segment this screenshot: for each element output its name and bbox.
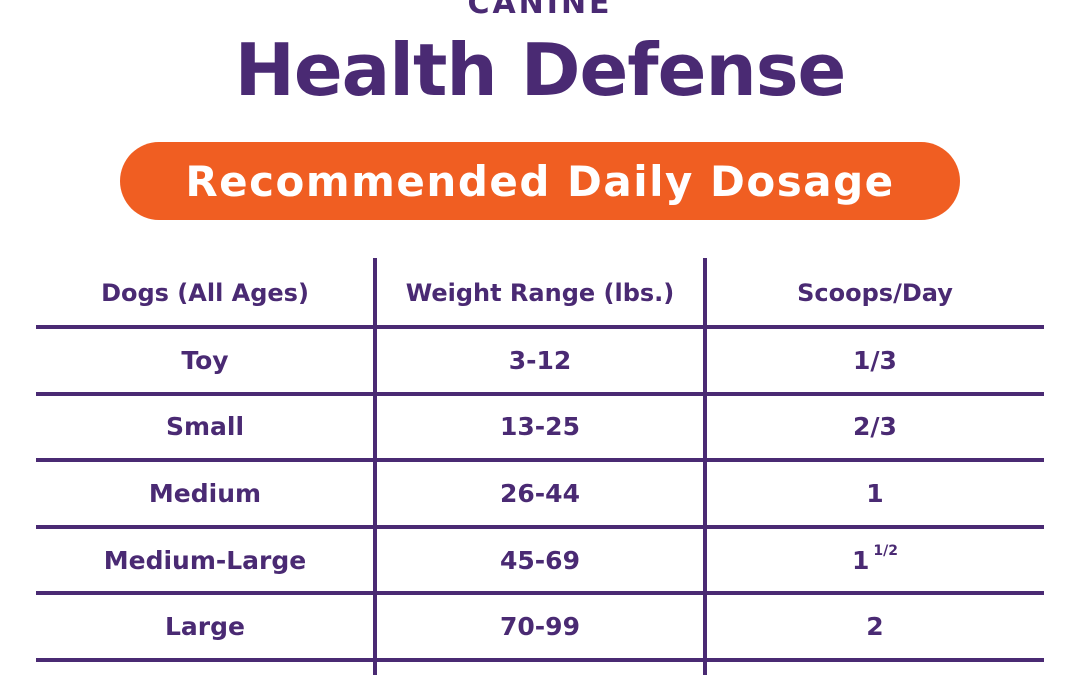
weight-range-cell: 70-99 [500,612,580,642]
table-row: Small 13-25 2/3 [36,396,1044,463]
column-header-dogs: Dogs (All Ages) [101,278,309,307]
weight-range-cell: 26-44 [500,478,580,508]
scoops-value: 1/3 [853,345,897,375]
weight-range-cell: 13-25 [500,412,580,442]
page-title: Health Defense [234,28,847,112]
scoops-cell: 1/3 [706,346,1044,375]
column-header-weight: Weight Range (lbs.) [405,278,675,307]
dog-size-cell: Medium-Large [103,545,307,575]
brand-eyebrow: CANINE [467,0,613,21]
scoops-cell: 1 [706,479,1044,508]
dog-size-cell: Medium [148,478,262,508]
dog-size-cell: Small [165,412,245,442]
column-divider-2 [703,258,707,675]
table-row: Toy 3-12 1/3 [36,329,1044,396]
dosage-banner-label: Recommended Daily Dosage [185,156,895,206]
table-row: Large 70-99 2 [36,595,1044,662]
scoops-cell: 2/3 [706,412,1044,441]
scoops-cell: 1 1/2 [706,543,1044,575]
weight-range-cell: 3-12 [508,345,572,375]
weight-range-cell: 45-69 [500,545,580,575]
scoops-value: 2/3 [853,412,897,442]
table-header-row: Dogs (All Ages) Weight Range (lbs.) Scoo… [36,258,1044,329]
column-divider-1 [373,258,377,675]
scoops-value: 1 [866,478,884,508]
dog-size-cell: Large [165,612,245,642]
scoops-fraction: 1/2 [873,543,898,560]
dosage-banner: Recommended Daily Dosage [120,142,960,220]
table-row: Medium-Large 45-69 1 1/2 [36,529,1044,596]
table-row: Medium 26-44 1 [36,462,1044,529]
dog-size-cell: Toy [181,345,229,375]
scoops-value: 1 [851,545,870,575]
dosage-table: Dogs (All Ages) Weight Range (lbs.) Scoo… [36,258,1044,662]
column-header-scoops: Scoops/Day [797,278,953,307]
scoops-value: 2 [866,612,884,642]
scoops-cell: 2 [706,612,1044,641]
